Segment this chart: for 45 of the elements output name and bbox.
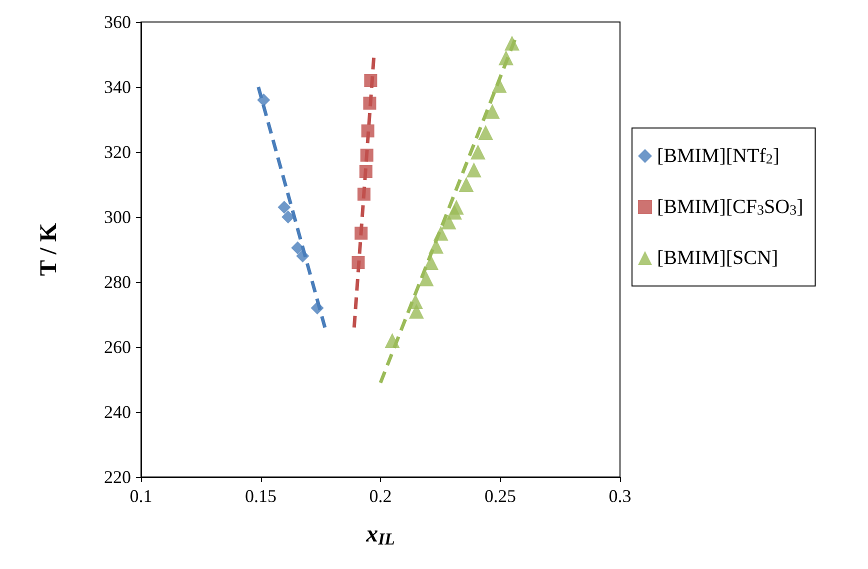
point: [470, 144, 486, 160]
point: [364, 74, 378, 87]
point: [478, 125, 494, 140]
point: [504, 36, 520, 51]
x-tick-label: 0.2: [369, 486, 392, 506]
x-tick-label: 0.15: [245, 486, 276, 506]
point: [291, 241, 304, 254]
point: [458, 177, 474, 192]
point: [357, 188, 370, 201]
point: [360, 148, 374, 162]
point: [354, 226, 368, 240]
point: [484, 104, 500, 119]
point: [418, 271, 434, 286]
point: [359, 165, 372, 178]
y-tick-label: 220: [104, 467, 131, 487]
y-tick-label: 280: [104, 272, 131, 292]
y-tick-label: 240: [104, 402, 131, 422]
y-tick-label: 360: [104, 12, 131, 32]
point: [408, 304, 424, 319]
point: [466, 162, 482, 178]
point: [363, 96, 376, 110]
y-tick-label: 300: [104, 207, 131, 227]
legend-label: [BMIM][NTf2]: [657, 145, 780, 168]
point: [352, 256, 365, 269]
point: [296, 250, 310, 262]
point: [433, 226, 448, 241]
x-tick-label: 0.3: [608, 486, 632, 506]
point: [424, 255, 439, 270]
legend-label: [BMIM][CF3SO3]: [657, 196, 804, 218]
point: [282, 210, 295, 224]
legend-label: [BMIM][SCN]: [657, 247, 778, 269]
y-axis-title: T / K: [36, 222, 62, 276]
y-tick-label: 340: [104, 77, 131, 97]
point: [498, 50, 514, 66]
x-tick-label: 0.25: [484, 486, 516, 506]
point: [257, 94, 270, 106]
point: [384, 333, 400, 348]
point: [447, 204, 462, 220]
point: [441, 214, 456, 230]
point: [361, 124, 374, 138]
y-tick-label: 320: [104, 142, 131, 162]
point: [310, 302, 324, 314]
x-tick-label: 0.1: [130, 486, 152, 506]
y-tick-label: 260: [104, 337, 131, 357]
point: [278, 200, 291, 214]
